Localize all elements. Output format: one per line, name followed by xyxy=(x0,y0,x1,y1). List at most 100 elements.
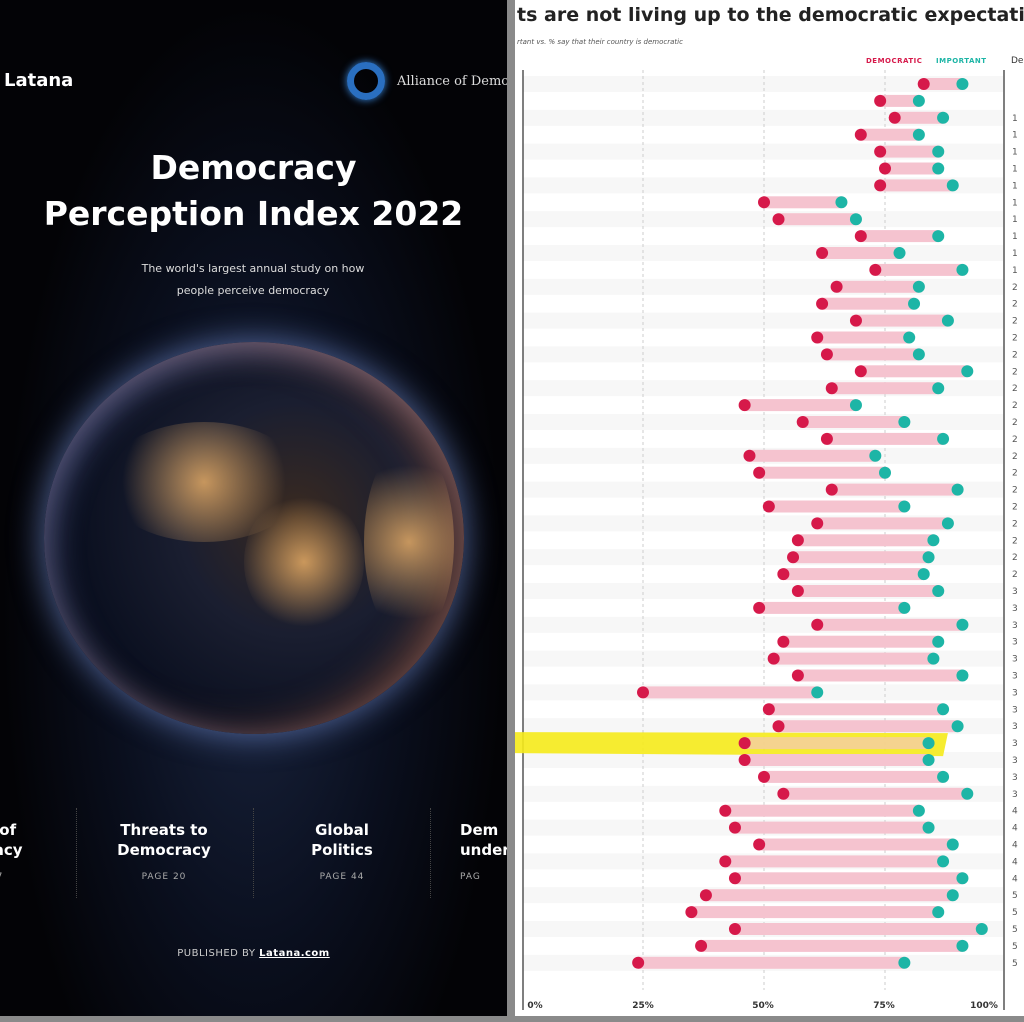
chart-panel: ts are not living up to the democratic e… xyxy=(515,0,1024,1016)
earth-image xyxy=(44,342,464,734)
important-point xyxy=(932,145,945,158)
gap-bar xyxy=(831,483,958,496)
row-label: 2 xyxy=(1012,384,1018,394)
important-point xyxy=(898,500,911,513)
important-point xyxy=(912,804,925,817)
row-label: 3 xyxy=(1012,604,1018,614)
democratic-point xyxy=(854,128,867,141)
important-point xyxy=(956,872,969,885)
alliance-logo: Alliance of Demo xyxy=(347,62,507,100)
gap-bar xyxy=(749,449,876,462)
row-label: 2 xyxy=(1012,300,1018,310)
section-item[interactable]: e ofcracy7 xyxy=(0,821,23,882)
x-tick-label: 100% xyxy=(970,1001,998,1011)
gap-bar xyxy=(734,872,963,885)
important-point xyxy=(956,263,969,276)
important-point xyxy=(932,230,945,243)
important-point xyxy=(956,669,969,682)
democratic-point xyxy=(743,449,756,462)
publisher-line: PUBLISHED BY Latana.com xyxy=(177,948,330,959)
section-item[interactable]: Dem under PAG xyxy=(460,821,507,882)
row-label: 2 xyxy=(1012,536,1018,546)
democratic-point xyxy=(874,179,887,192)
important-point xyxy=(932,906,945,919)
gap-bar xyxy=(643,686,818,699)
democratic-point xyxy=(753,601,766,614)
row-label: 3 xyxy=(1012,621,1018,631)
important-point xyxy=(912,128,925,141)
democratic-point xyxy=(854,365,867,378)
important-point xyxy=(922,754,935,766)
chart-subtitle: rtant vs. % say that their country is de… xyxy=(517,38,683,46)
gap-bar xyxy=(822,297,915,310)
important-point xyxy=(835,196,848,209)
democratic-point xyxy=(758,770,770,783)
important-point xyxy=(932,585,945,597)
democratic-point xyxy=(695,939,708,952)
democratic-point xyxy=(685,906,698,919)
democratic-point xyxy=(753,838,766,851)
gap-bar xyxy=(826,432,944,445)
democratic-point xyxy=(738,399,751,412)
row-label: 4 xyxy=(1012,857,1018,867)
right-column-header: De xyxy=(1011,56,1024,66)
important-point xyxy=(922,551,935,564)
important-point xyxy=(927,534,940,547)
row-label: 2 xyxy=(1012,401,1018,411)
image-separator xyxy=(507,0,515,1022)
row-label: 2 xyxy=(1012,367,1018,377)
gap-bar xyxy=(783,635,939,648)
row-label: 5 xyxy=(1012,925,1018,935)
democratic-point xyxy=(816,297,829,310)
important-point xyxy=(937,770,950,783)
publisher-link[interactable]: Latana.com xyxy=(259,948,330,959)
gap-bar xyxy=(759,466,885,479)
row-label: 1 xyxy=(1012,131,1018,141)
gap-bar xyxy=(885,162,939,175)
gap-bar xyxy=(778,720,958,733)
important-point xyxy=(941,314,954,327)
gap-bar xyxy=(802,416,905,428)
important-point xyxy=(961,365,974,378)
cover-title: Democracy Perception Index 2022 xyxy=(43,148,464,233)
important-point xyxy=(956,78,969,90)
gap-bar xyxy=(797,585,939,597)
gap-bar xyxy=(822,247,900,259)
democratic-point xyxy=(787,551,800,564)
dumbbell-chart: 1 1 1 1 1 1 1 1 1 1 2 2 2 2 2 2 2 2 2 2 2 2 2 2 2 2 2 2 3 3 3 3 3 3 3 3 3 3 3 3… xyxy=(515,70,1018,1011)
democratic-point xyxy=(777,787,790,800)
gap-bar xyxy=(691,906,939,919)
important-point xyxy=(932,382,945,395)
chart-title: ts are not living up to the democratic e… xyxy=(517,4,1024,26)
democratic-point xyxy=(762,500,775,513)
important-point xyxy=(937,703,950,716)
democratic-point xyxy=(796,416,809,428)
row-label: 5 xyxy=(1012,959,1018,969)
row-label: 4 xyxy=(1012,841,1018,851)
democratic-point xyxy=(854,230,867,243)
democratic-point xyxy=(825,382,838,395)
row-label: 3 xyxy=(1012,587,1018,597)
row-label: 4 xyxy=(1012,874,1018,884)
important-point xyxy=(869,449,882,462)
section-item[interactable]: Threats to Democracy PAGE 20 xyxy=(117,821,211,882)
gap-bar xyxy=(783,568,924,581)
x-tick-label: 50% xyxy=(752,1001,774,1011)
democratic-point xyxy=(791,669,804,682)
row-band xyxy=(523,278,1003,295)
image-bottom-border xyxy=(0,1016,1024,1022)
democratic-point xyxy=(772,720,785,733)
democratic-point xyxy=(767,652,780,665)
important-point xyxy=(908,297,921,310)
row-label: 2 xyxy=(1012,469,1018,479)
gap-bar xyxy=(880,145,939,158)
democratic-point xyxy=(811,618,824,631)
x-tick-label: 0% xyxy=(527,1001,542,1011)
row-label: 1 xyxy=(1012,249,1018,259)
democratic-point xyxy=(719,804,732,817)
section-item[interactable]: Global Politics PAGE 44 xyxy=(311,821,373,882)
democratic-point xyxy=(728,923,741,935)
important-point xyxy=(951,720,964,733)
row-label: 2 xyxy=(1012,435,1018,445)
